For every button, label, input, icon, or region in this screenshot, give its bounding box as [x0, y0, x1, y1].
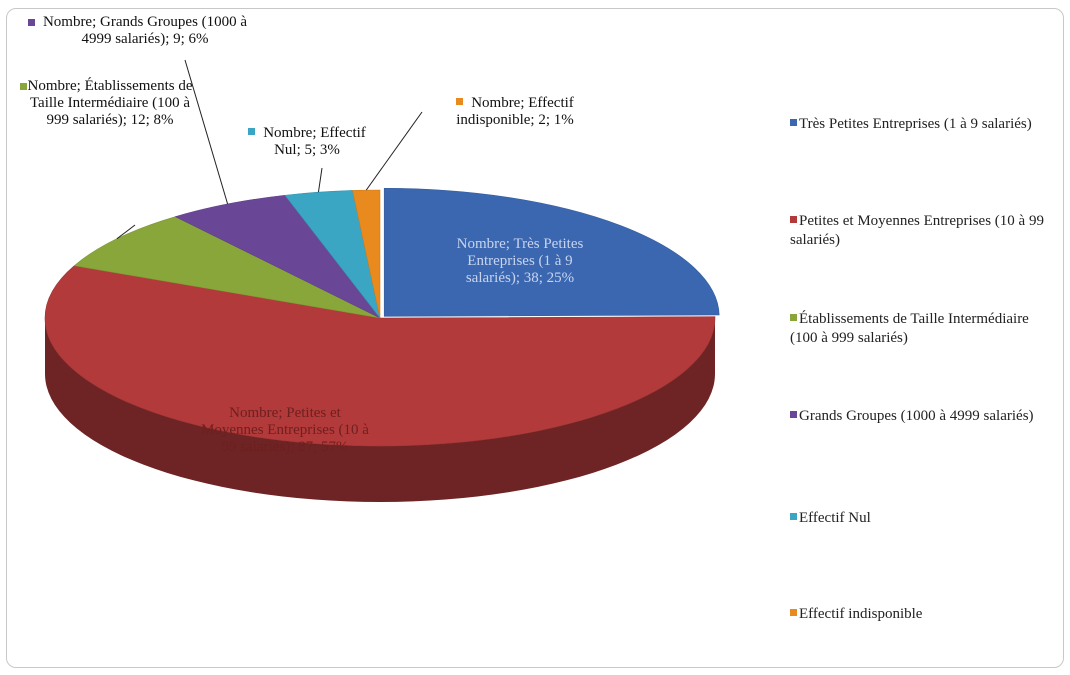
callout-effectif-nul: Nombre; Effectif Nul; 5; 3% [242, 125, 372, 159]
leader-line-4 [317, 167, 323, 193]
pie-slice-3 [174, 194, 381, 319]
callout-text: Nombre; Établissements de Taille Intermé… [27, 78, 193, 128]
callout-eti: Nombre; Établissements de Taille Intermé… [20, 78, 200, 129]
legend-swatch [248, 128, 256, 135]
legend-swatch [790, 314, 797, 321]
legend-label: Grands Groupes (1000 à 4999 salariés) [799, 408, 1034, 424]
legend-swatch [20, 83, 27, 90]
leader-lines [116, 59, 423, 240]
leader-line-2 [116, 224, 136, 240]
callout-text: Nombre; Grands Groupes (1000 à 4999 sala… [42, 14, 248, 47]
legend-swatch [790, 216, 797, 223]
legend-swatch [28, 19, 35, 26]
legend-item-effectif-indisponible: Effectif indisponible [790, 605, 1060, 624]
pie-slice-1 [44, 265, 716, 447]
legend-label: Établissements de Taille Intermédiaire (… [790, 311, 1029, 346]
leader-line-3 [184, 59, 229, 205]
pie-depth [45, 318, 715, 502]
callout-text: Nombre; Effectif indisponible; 2; 1% [456, 95, 574, 128]
pie-slice-0 [383, 187, 720, 317]
legend-label: Très Petites Entreprises (1 à 9 salariés… [799, 116, 1032, 132]
legend-label: Effectif Nul [799, 510, 871, 526]
pie-side-1 [45, 318, 715, 502]
inner-labels: Nombre; Très Petites Entreprises (1 à 9 sa… [201, 236, 583, 455]
legend-swatch [790, 609, 797, 616]
legend-swatch [790, 513, 797, 520]
legend-item-eti: Établissements de Taille Intermédiaire (… [790, 310, 1030, 348]
legend-swatch [790, 119, 797, 126]
legend-item-tpe: Très Petites Entreprises (1 à 9 salariés… [790, 115, 1040, 134]
pie-top [44, 187, 720, 447]
callout-effectif-indisponible: Nombre; Effectif indisponible; 2; 1% [420, 95, 610, 129]
legend-swatch [456, 98, 464, 105]
legend-label: Petites et Moyennes Entreprises (10 à 99… [790, 213, 1044, 248]
callout-grands-groupes: Nombre; Grands Groupes (1000 à 4999 sala… [28, 14, 260, 48]
callout-text: Nombre; Effectif Nul; 5; 3% [263, 125, 366, 158]
legend-item-grands-groupes: Grands Groupes (1000 à 4999 salariés) [790, 407, 1060, 426]
legend-item-pme: Petites et Moyennes Entreprises (10 à 99… [790, 212, 1060, 250]
leader-line-5 [365, 111, 423, 191]
slice-data-label-1: Nombre; Petites et Moyennes Entreprises (… [201, 405, 369, 455]
legend-item-effectif-nul: Effectif Nul [790, 509, 1060, 528]
legend-label: Effectif indisponible [799, 606, 923, 622]
slice-data-label-0: Nombre; Très Petites Entreprises (1 à 9 sa… [457, 236, 584, 286]
legend-swatch [790, 411, 797, 418]
